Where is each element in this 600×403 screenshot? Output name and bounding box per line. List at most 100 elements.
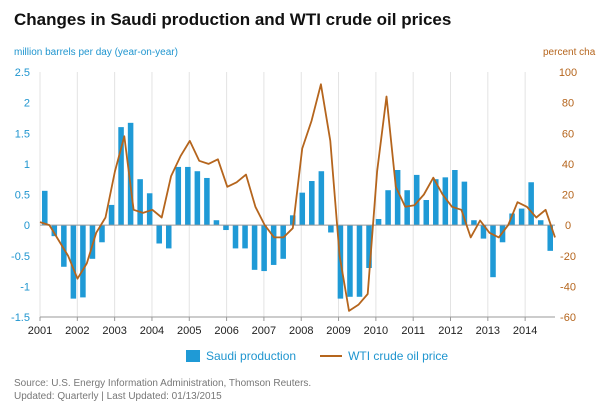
- x-tick-label: 2009: [326, 325, 350, 337]
- source-line: Source: U.S. Energy Information Administ…: [14, 378, 312, 389]
- bar: [537, 220, 544, 226]
- bar: [318, 171, 325, 226]
- left-axis-ticks: 2.5 2 1.5 1 0.5 0 -0.5 -1 -1.5: [11, 67, 30, 324]
- bar: [452, 170, 458, 226]
- left-tick-label: 1.5: [15, 128, 30, 140]
- bar: [394, 170, 401, 226]
- bar: [404, 190, 410, 226]
- left-axis-label: million barrels per day (year-on-year): [14, 47, 178, 58]
- bar: [423, 200, 430, 226]
- bar: [289, 215, 296, 226]
- left-tick-label: 0: [24, 220, 30, 232]
- bar: [442, 177, 449, 226]
- x-tick-label: 2010: [364, 325, 388, 337]
- right-tick-label: 40: [562, 159, 574, 171]
- right-tick-label: -40: [560, 281, 576, 293]
- right-tick-label: 80: [562, 98, 574, 110]
- x-tick-label: 2003: [102, 325, 126, 337]
- bar: [61, 225, 67, 267]
- bar-series-saudi-production: [42, 122, 553, 299]
- bar: [509, 213, 515, 226]
- right-tick-label: 20: [562, 190, 574, 202]
- updated-line: Updated: Quarterly | Last Updated: 01/13…: [14, 391, 222, 402]
- x-tick-label: 2006: [214, 325, 238, 337]
- bar: [118, 127, 124, 226]
- bar: [70, 225, 77, 299]
- bar: [165, 225, 172, 249]
- bar: [80, 225, 86, 298]
- x-tick-label: 2014: [513, 325, 537, 337]
- bar: [270, 225, 277, 265]
- bar: [242, 225, 248, 249]
- legend: Saudi production WTI crude oil price: [186, 349, 448, 363]
- bar: [194, 171, 201, 226]
- legend-line-swatch: [320, 355, 343, 357]
- x-tick-label: 2013: [476, 325, 500, 337]
- x-tick-label: 2011: [401, 325, 425, 337]
- left-tick-label: 1: [24, 159, 30, 171]
- left-tick-label: -1: [20, 281, 30, 293]
- bar: [137, 179, 143, 226]
- bar: [175, 166, 182, 226]
- left-tick-label: -1.5: [11, 312, 30, 324]
- right-tick-label: -60: [560, 312, 576, 324]
- x-tick-label: 2007: [252, 325, 276, 337]
- legend-bar-swatch: [186, 350, 200, 362]
- bar: [471, 220, 477, 226]
- left-tick-label: 0.5: [15, 190, 30, 202]
- bar: [413, 174, 420, 226]
- bar: [433, 179, 439, 226]
- x-tick-label: 2001: [28, 325, 52, 337]
- chart-title: Changes in Saudi production and WTI crud…: [14, 10, 452, 29]
- left-tick-label: 2.5: [15, 67, 30, 79]
- left-tick-label: 2: [24, 98, 30, 110]
- bar: [42, 190, 48, 226]
- bar: [213, 220, 220, 226]
- bar: [108, 204, 115, 226]
- bar: [223, 225, 229, 231]
- source-note: Source: U.S. Energy Information Administ…: [14, 377, 311, 403]
- right-tick-label: 100: [559, 67, 577, 79]
- bar: [547, 225, 553, 251]
- bar: [347, 225, 353, 297]
- x-tick-label: 2004: [140, 325, 164, 337]
- bar: [385, 190, 391, 226]
- bar: [461, 181, 468, 226]
- line-series-wti-price: [39, 83, 556, 312]
- x-tick-label: 2008: [289, 325, 313, 337]
- right-tick-label: -20: [560, 251, 576, 263]
- right-axis-ticks: 100 80 60 40 20 0 -20 -40 -60: [559, 67, 577, 324]
- x-tick-label: 2012: [438, 325, 462, 337]
- bar: [232, 225, 239, 249]
- bar: [328, 225, 334, 233]
- bar: [146, 193, 153, 226]
- bar: [309, 181, 315, 226]
- bar: [299, 192, 306, 226]
- bar: [127, 122, 134, 226]
- bar: [156, 225, 162, 244]
- bar: [490, 225, 496, 278]
- right-tick-label: 60: [562, 128, 574, 140]
- bar: [480, 225, 487, 239]
- right-axis-label: percent cha: [543, 47, 596, 58]
- x-tick-label: 2002: [65, 325, 89, 337]
- bar: [251, 225, 258, 270]
- bar: [280, 225, 286, 259]
- bar: [204, 177, 210, 226]
- legend-line-label: WTI crude oil price: [348, 349, 449, 363]
- bar: [518, 208, 525, 226]
- right-tick-label: 0: [565, 220, 571, 232]
- bar: [261, 225, 267, 272]
- legend-bar-label: Saudi production: [206, 349, 297, 363]
- x-tick-label: 2005: [177, 325, 201, 337]
- left-tick-label: -0.5: [11, 251, 30, 263]
- bar: [356, 225, 363, 297]
- wti-price-line: [39, 83, 556, 312]
- bar: [51, 225, 58, 237]
- bar: [185, 166, 191, 226]
- bar: [99, 225, 105, 243]
- bar: [366, 225, 372, 268]
- bar: [528, 182, 534, 226]
- x-axis-ticks: 2001 2002 2003 2004 2005 2006 2007 2008 2009 2010…: [28, 316, 555, 337]
